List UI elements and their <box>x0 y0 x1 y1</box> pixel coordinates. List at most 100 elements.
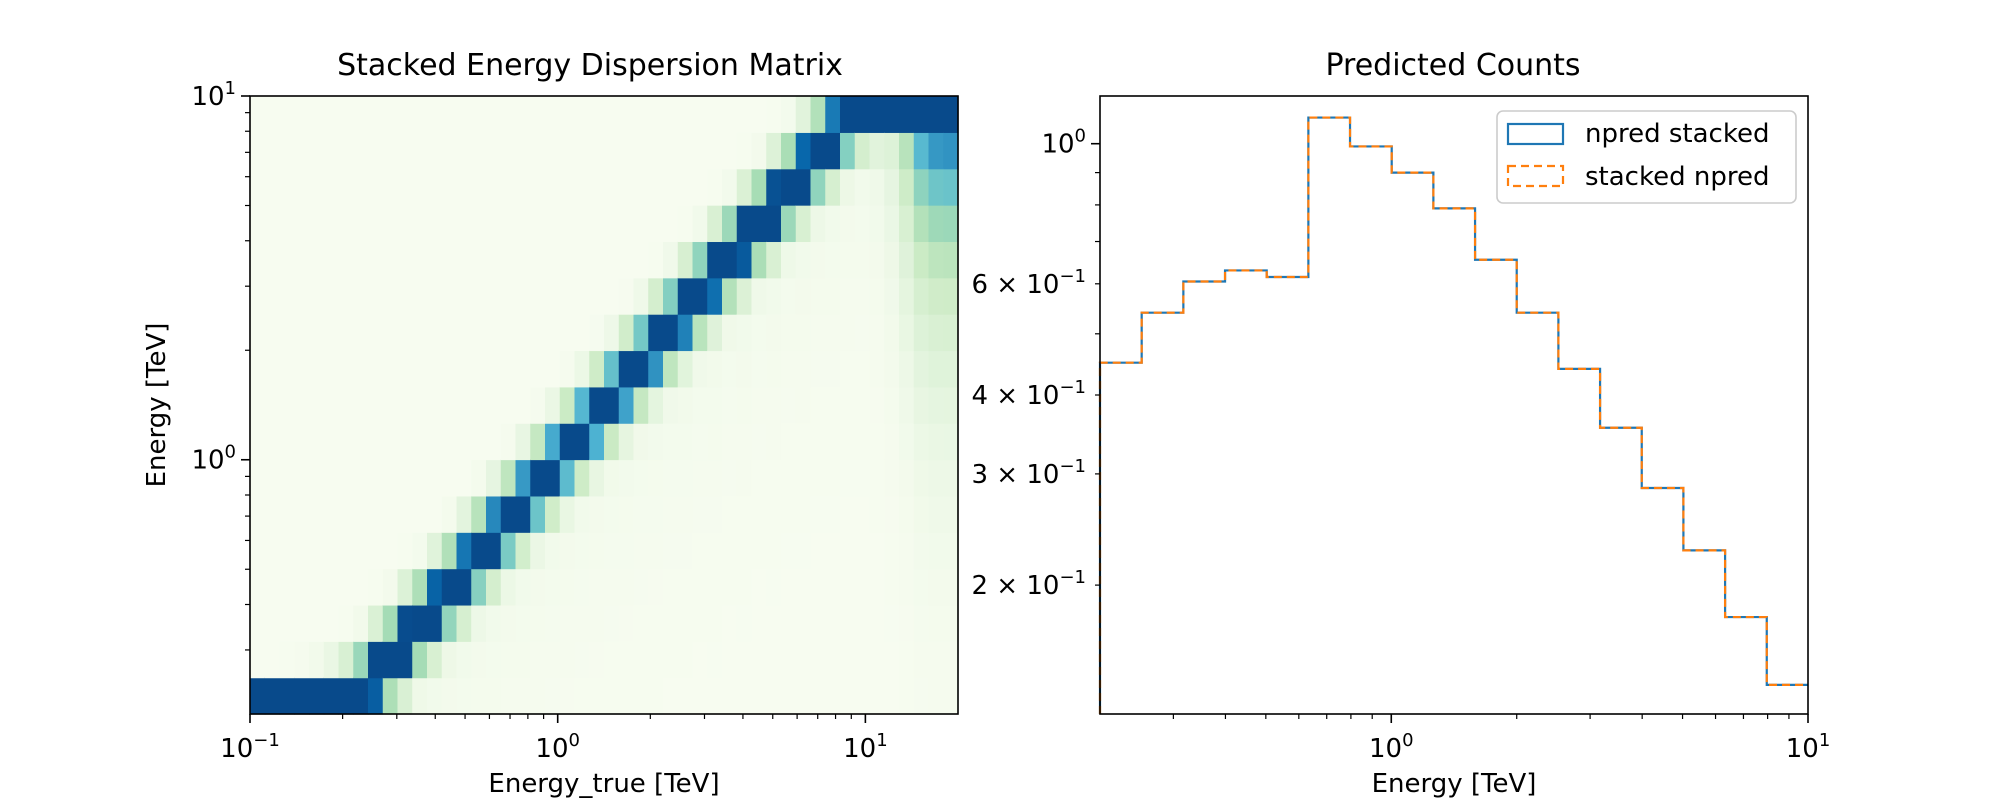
heatmap-cell-35-8 <box>766 386 782 424</box>
heatmap-cell-40-2 <box>840 604 856 642</box>
heatmap-cell-2-16 <box>279 96 295 133</box>
heatmap-cell-16-0 <box>486 677 502 715</box>
heatmap-cell-38-10 <box>810 314 826 352</box>
heatmap-cell-33-8 <box>736 386 753 424</box>
heatmap-cell-41-8 <box>854 386 871 424</box>
heatmap-cell-1-4 <box>264 532 281 570</box>
heatmap-cell-34-1 <box>751 641 767 679</box>
heatmap-cell-8-0 <box>368 677 384 715</box>
heatmap-cell-23-1 <box>589 641 605 679</box>
heatmap-cell-6-11 <box>338 277 354 315</box>
heatmap-cell-38-6 <box>810 459 826 497</box>
heatmap-cell-40-7 <box>840 423 856 461</box>
heatmap-cell-16-13 <box>486 205 502 243</box>
legend-label-npred-stacked: npred stacked <box>1585 119 1769 149</box>
heatmap-cell-13-8 <box>441 386 458 424</box>
heatmap-cell-44-14 <box>899 168 915 206</box>
heatmap-cell-7-1 <box>353 641 369 679</box>
heatmap-cell-24-8 <box>604 386 620 424</box>
edisp-axes-frame <box>249 95 959 715</box>
heatmap-cell-21-7 <box>559 423 576 461</box>
heatmap-cell-17-14 <box>500 168 517 206</box>
heatmap-cell-35-4 <box>766 532 782 570</box>
heatmap-cell-32-2 <box>722 604 738 642</box>
heatmap-cell-32-11 <box>722 277 738 315</box>
heatmap-cell-32-4 <box>722 532 738 570</box>
heatmap-cell-17-5 <box>500 495 517 533</box>
heatmap-cell-3-15 <box>294 132 310 170</box>
heatmap-cell-43-7 <box>884 423 900 461</box>
heatmap-cell-38-5 <box>810 495 826 533</box>
heatmap-cell-2-8 <box>279 386 295 424</box>
heatmap-cell-33-11 <box>736 277 753 315</box>
heatmap-cell-13-15 <box>441 132 458 170</box>
heatmap-cell-44-1 <box>899 641 915 679</box>
heatmap-cell-7-14 <box>353 168 369 206</box>
npred-x-tick-label-0: 100 <box>1369 730 1414 764</box>
heatmap-cell-41-7 <box>854 423 871 461</box>
heatmap-cell-0-9 <box>250 350 266 388</box>
heatmap-cell-16-11 <box>486 277 502 315</box>
edisp-y-axis-label: Energy [TeV] <box>142 323 172 488</box>
heatmap-cell-41-6 <box>854 459 871 497</box>
heatmap-cell-10-4 <box>397 532 413 570</box>
heatmap-cell-11-2 <box>412 604 428 642</box>
heatmap-cell-17-10 <box>500 314 517 352</box>
edisp-x-tick-label-0: 10−1 <box>220 730 280 764</box>
heatmap-cell-25-12 <box>618 241 635 279</box>
heatmap-cell-12-3 <box>427 568 443 606</box>
heatmap-cell-2-11 <box>279 277 295 315</box>
heatmap-cell-38-0 <box>810 677 826 715</box>
heatmap-cell-47-14 <box>943 168 959 206</box>
heatmap-cell-29-7 <box>677 423 694 461</box>
heatmap-cell-37-10 <box>795 314 812 352</box>
heatmap-cell-29-1 <box>677 641 694 679</box>
heatmap-cell-7-12 <box>353 241 369 279</box>
heatmap-cell-45-4 <box>913 532 930 570</box>
heatmap-cell-37-9 <box>795 350 812 388</box>
heatmap-cell-18-10 <box>515 314 531 352</box>
heatmap-cell-24-7 <box>604 423 620 461</box>
heatmap-cell-7-0 <box>353 677 369 715</box>
heatmap-cell-1-10 <box>264 314 281 352</box>
heatmap-cell-33-7 <box>736 423 753 461</box>
heatmap-cell-30-1 <box>692 641 708 679</box>
heatmap-cell-32-3 <box>722 568 738 606</box>
heatmap-cell-23-8 <box>589 386 605 424</box>
heatmap-cell-4-9 <box>309 350 325 388</box>
heatmap-cell-38-9 <box>810 350 826 388</box>
heatmap-cell-18-3 <box>515 568 531 606</box>
heatmap-cell-26-8 <box>633 386 649 424</box>
heatmap-cell-40-1 <box>840 641 856 679</box>
heatmap-cell-25-8 <box>618 386 635 424</box>
heatmap-cell-13-4 <box>441 532 458 570</box>
heatmap-cell-12-12 <box>427 241 443 279</box>
heatmap-cell-15-14 <box>471 168 487 206</box>
edisp-x-tick-label-1: 100 <box>535 730 580 764</box>
heatmap-cell-44-7 <box>899 423 915 461</box>
heatmap-cell-18-5 <box>515 495 531 533</box>
heatmap-cell-29-13 <box>677 205 694 243</box>
heatmap-cell-15-4 <box>471 532 487 570</box>
heatmap-cell-33-0 <box>736 677 753 715</box>
heatmap-cell-40-15 <box>840 132 856 170</box>
heatmap-cell-27-11 <box>648 277 664 315</box>
heatmap-cell-45-0 <box>913 677 930 715</box>
heatmap-cell-4-5 <box>309 495 325 533</box>
heatmap-cell-17-8 <box>500 386 517 424</box>
heatmap-cell-12-4 <box>427 532 443 570</box>
legend-swatch-stacked-npred <box>1506 164 1565 188</box>
heatmap-cell-14-12 <box>456 241 472 279</box>
heatmap-cell-2-1 <box>279 641 295 679</box>
heatmap-cell-17-13 <box>500 205 517 243</box>
heatmap-cell-42-1 <box>869 641 885 679</box>
heatmap-cell-18-1 <box>515 641 531 679</box>
heatmap-cell-10-9 <box>397 350 413 388</box>
heatmap-cell-43-10 <box>884 314 900 352</box>
heatmap-cell-39-15 <box>825 132 841 170</box>
heatmap-cell-2-4 <box>279 532 295 570</box>
heatmap-cell-39-1 <box>825 641 841 679</box>
heatmap-cell-2-12 <box>279 241 295 279</box>
heatmap-cell-19-9 <box>530 350 546 388</box>
heatmap-cell-1-0 <box>264 677 281 715</box>
